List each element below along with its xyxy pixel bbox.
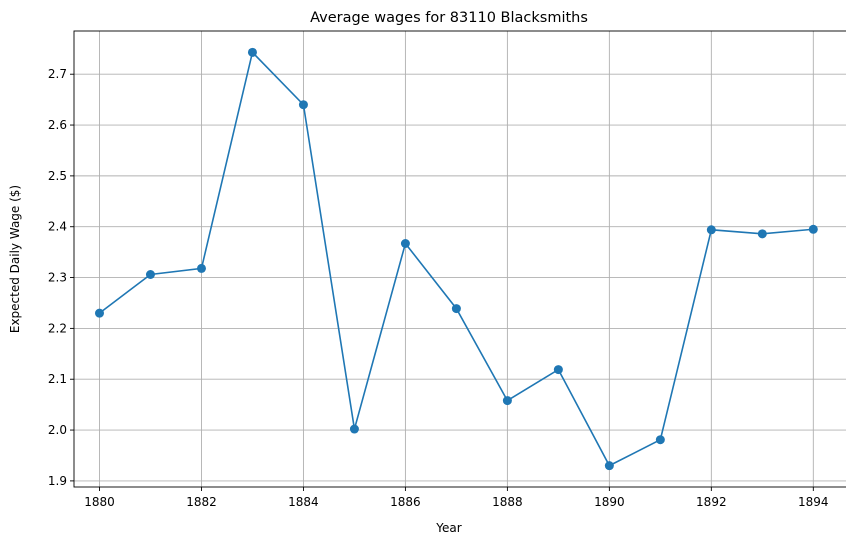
y-axis-label: Expected Daily Wage ($) xyxy=(8,185,22,333)
x-tick-label: 1888 xyxy=(492,495,523,509)
x-tick-label: 1886 xyxy=(390,495,421,509)
x-tick-label: 1880 xyxy=(84,495,115,509)
series-line xyxy=(99,50,814,467)
data-point xyxy=(553,365,563,375)
data-point xyxy=(298,100,308,110)
y-tick-label: 2.5 xyxy=(48,169,67,183)
x-tick-label: 1882 xyxy=(186,495,217,509)
grid-layer xyxy=(74,31,846,487)
data-point xyxy=(604,461,614,471)
x-tick-label: 1890 xyxy=(594,495,625,509)
y-tick-label: 2.4 xyxy=(48,220,67,234)
chart-title: Average wages for 83110 Blacksmiths xyxy=(310,10,588,26)
data-point xyxy=(655,435,665,445)
data-point xyxy=(502,396,512,406)
series-layer xyxy=(94,47,818,471)
data-point xyxy=(400,238,410,248)
x-tick-label: 1884 xyxy=(288,495,319,509)
y-tick-label: 2.7 xyxy=(48,67,67,81)
x-tick-label: 1892 xyxy=(696,495,727,509)
y-tick-label: 2.2 xyxy=(48,321,67,335)
data-point xyxy=(757,229,767,239)
data-point xyxy=(451,304,461,314)
data-point xyxy=(349,424,359,434)
x-axis: 1880 1882 1884 1886 1888 1890 1892 1894 xyxy=(84,487,829,509)
plot-frame xyxy=(73,30,846,488)
y-axis: 1.9 2.0 2.1 2.2 2.3 2.4 2.5 2.6 2.7 xyxy=(48,67,74,488)
data-point xyxy=(145,270,155,280)
data-point xyxy=(706,225,716,235)
data-point xyxy=(94,308,104,318)
y-tick-label: 2.6 xyxy=(48,118,67,132)
y-tick-label: 2.0 xyxy=(48,423,67,437)
y-tick-label: 1.9 xyxy=(48,474,67,488)
y-tick-label: 2.3 xyxy=(48,271,67,285)
data-point xyxy=(808,224,818,234)
x-axis-label: Year xyxy=(435,521,461,535)
y-tick-label: 2.1 xyxy=(48,372,67,386)
data-point xyxy=(196,263,206,273)
data-point xyxy=(247,47,257,57)
x-tick-label: 1894 xyxy=(798,495,829,509)
